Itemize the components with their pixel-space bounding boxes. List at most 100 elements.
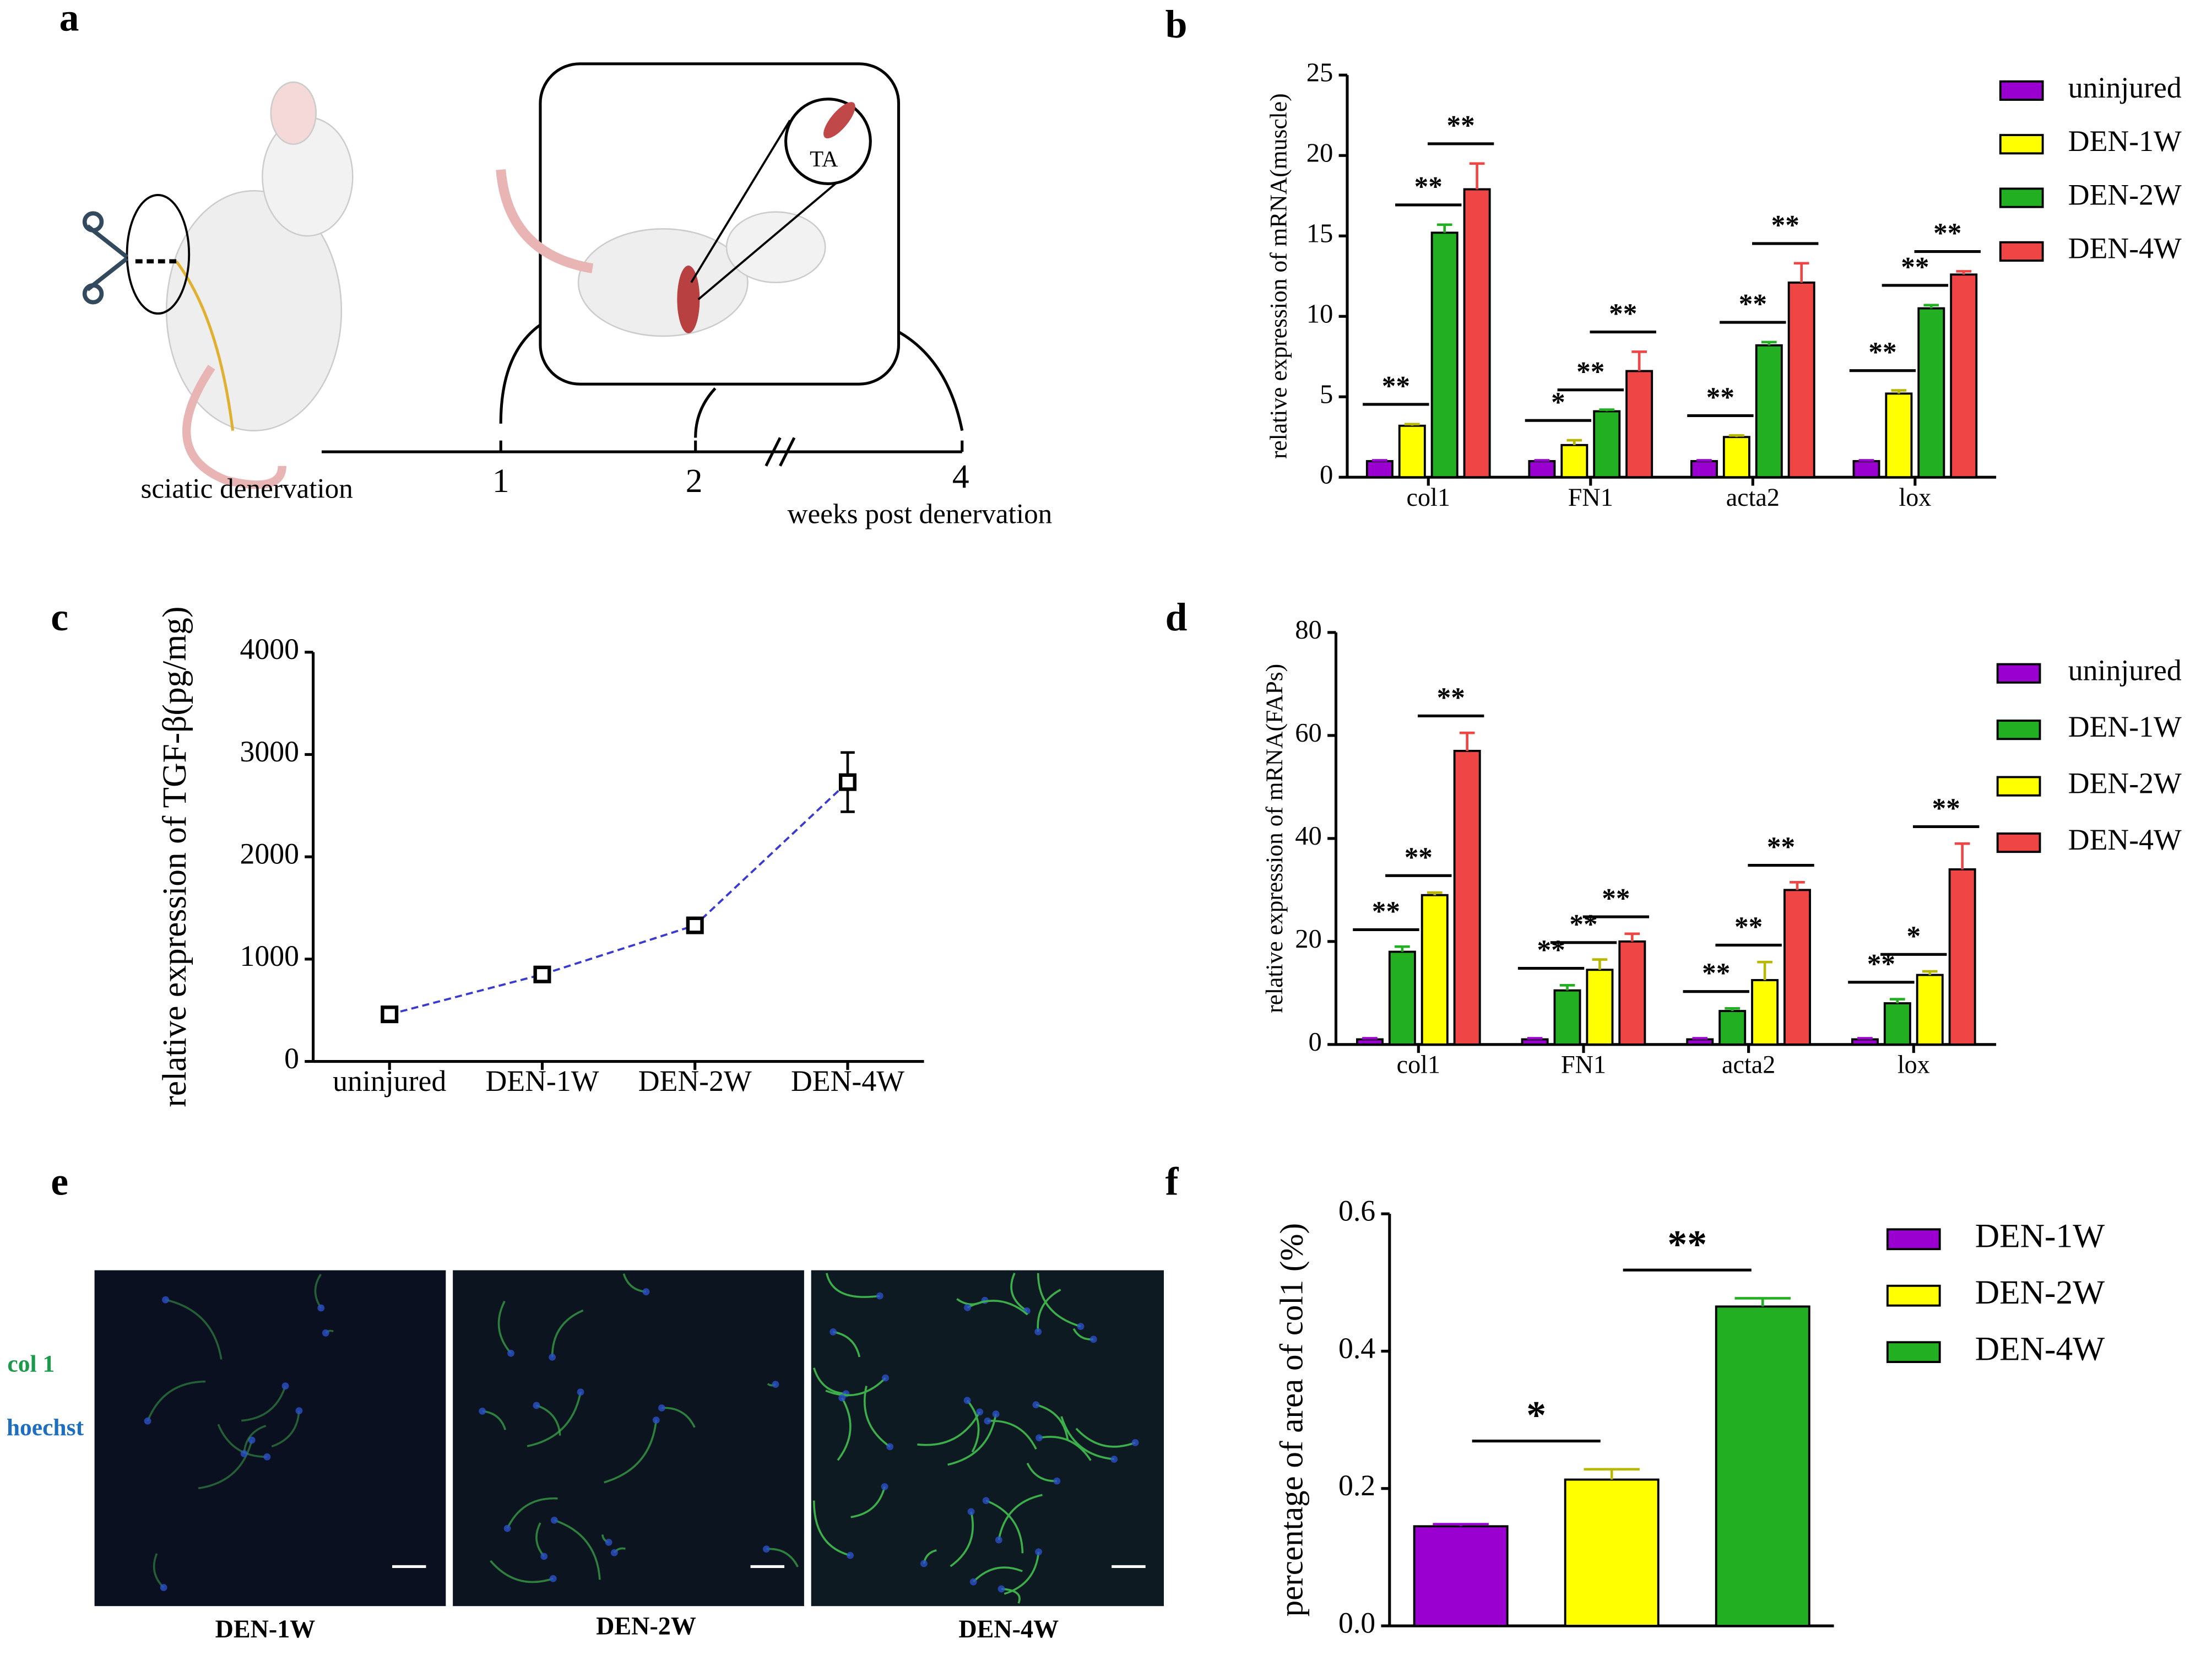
bar [1950,273,1978,479]
cell-border [1010,1272,1028,1312]
cell-border [1075,1428,1136,1448]
cell-border [536,1404,561,1436]
cell-border [1039,1436,1092,1461]
panel-letters: a b c d e f [51,0,1187,1203]
nucleus [886,1443,894,1451]
legend-swatch [1886,1228,1941,1251]
nucleus [1053,1477,1061,1485]
nucleus [847,1551,854,1559]
x-tick-label: FN1 [1568,483,1613,511]
bar [1553,989,1581,1046]
cell-border [850,1486,886,1518]
marker [838,773,856,791]
nucleus [144,1417,151,1425]
cell-border [833,1331,861,1358]
nucleus [982,1497,990,1505]
cell-border [864,1386,891,1448]
cell-border [813,1367,847,1395]
bar [1885,392,1913,479]
bar [1787,281,1815,479]
legend-label: DEN-4W [2068,232,2182,265]
x-tick-label: FN1 [1561,1050,1606,1078]
cell-border [217,1424,267,1458]
error-bar [1891,389,1907,394]
error-bar [1725,1007,1741,1012]
bar [1618,940,1646,1046]
timeline-caption: weeks post denervation [788,499,1053,530]
nucleus [658,1404,665,1412]
bar [1852,460,1880,479]
significance-label: ** [1739,289,1767,320]
muscle [823,102,855,139]
start-label: sciatic denervation [141,473,353,505]
panel-letter: e [51,1159,68,1203]
cell-border [527,1392,582,1447]
y-tick-label: 0 [1309,1027,1322,1057]
legend-swatch [1886,1284,1941,1307]
bar [1413,1525,1509,1627]
significance-label: ** [1447,110,1475,142]
cell-border [153,1553,165,1588]
bar [1593,410,1621,479]
error-bar [1793,262,1809,283]
bar [1356,1038,1384,1046]
nucleus [772,1381,779,1388]
y-tick-label: 3000 [240,735,299,768]
nucleus [605,1538,612,1546]
nucleus [762,1545,770,1553]
significance-label: ** [1901,251,1929,283]
error-bar [1954,842,1970,869]
y-tick-label: 40 [1295,821,1322,851]
y-tick-label: 15 [1306,218,1333,248]
significance-label: ** [1771,210,1799,241]
legend-swatch [1996,832,2041,853]
significance-label: ** [1372,896,1400,927]
micrograph [453,1270,804,1607]
bar [1528,460,1556,479]
bar [1398,424,1426,479]
zoom-circle [126,194,191,315]
panel-letter: c [51,595,68,639]
legend-label: uninjured [2068,654,2182,687]
x-tick-label: lox [1897,1050,1930,1078]
nucleus [317,1304,325,1312]
panel-letter: d [1165,595,1188,639]
nucleus [984,1417,991,1425]
significance-label: ** [1437,682,1465,713]
nucleus [1110,1456,1118,1463]
significance-label: ** [1734,911,1763,943]
significance-label: ** [1405,842,1433,873]
error-bar [1395,945,1410,952]
bar [1883,1002,1911,1046]
significance-label: * [1906,921,1921,952]
cell-border [314,1273,322,1308]
marker [686,916,704,934]
mouse-ear [270,81,317,145]
scissors [86,224,128,291]
marker [381,1005,399,1024]
schematic: sciatic denervation TA 1 2 4 weeks post … [82,62,1053,530]
legend-label: DEN-2W [1975,1274,2105,1311]
cell-borders [144,1272,1139,1604]
legend-swatch [1996,663,2041,684]
legend-swatch [1999,187,2044,208]
mouse-tail [182,365,286,489]
cell-border [985,1499,1024,1554]
significance-label: ** [1767,831,1795,863]
image-label: DEN-2W [596,1612,696,1640]
bar [1917,307,1945,479]
error-bar [1459,731,1475,751]
cell-border [147,1380,206,1421]
nucleus [577,1388,584,1396]
cell-border [1037,1273,1081,1328]
nucleus [322,1329,329,1337]
y-tick-label: 2000 [240,837,299,870]
bar [1625,370,1653,479]
y-tick-label: 0 [284,1042,299,1075]
nucleus [1131,1439,1139,1446]
cell-border [950,1511,974,1567]
stain-label: col 1 [7,1351,55,1377]
legend-swatch [1996,720,2041,740]
timeline-label: 1 [492,462,509,500]
